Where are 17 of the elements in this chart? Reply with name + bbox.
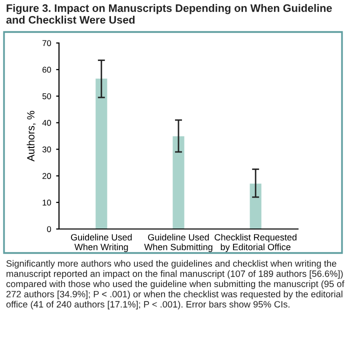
chart-title: Figure 3. Impact on Manuscripts Depending on When Guideline and Checklist Were Used (6, 4, 332, 24)
bar (172, 136, 184, 229)
x-tick-label: Guideline Used When Writing (70, 234, 132, 252)
bar (96, 78, 108, 229)
x-tick-label: Checklist Requested by Editorial Office (214, 234, 296, 252)
y-tick-label: 10 (42, 200, 52, 206)
y-tick-label: 40 (42, 120, 52, 126)
text: Significantly more authors who used the guidelines and checklist when writing the manuscript reported an impact on the final manuscript (107 of 189 authors [56.6%]) compared with those who used the guideline when submitting the manuscript (95 of 272 authors [34.9%]; P < .001) or when the checklist was requested by the editorial office (41 of 240 authors [17.1%]; P < .001). Error bars show 95% CIs. (6, 260, 344, 310)
y-tick-label: 50 (42, 93, 52, 100)
bar (250, 184, 262, 229)
y-tick-label: 30 (42, 146, 52, 152)
y-tick-label: 0 (47, 226, 52, 232)
y-tick-label: 60 (42, 66, 52, 73)
y-axis-title: Authors, % (26, 110, 36, 162)
y-tick-label: 70 (42, 40, 52, 46)
y-tick-label: 20 (42, 173, 52, 179)
x-tick-label: Guideline Used When Submitting (144, 234, 212, 252)
